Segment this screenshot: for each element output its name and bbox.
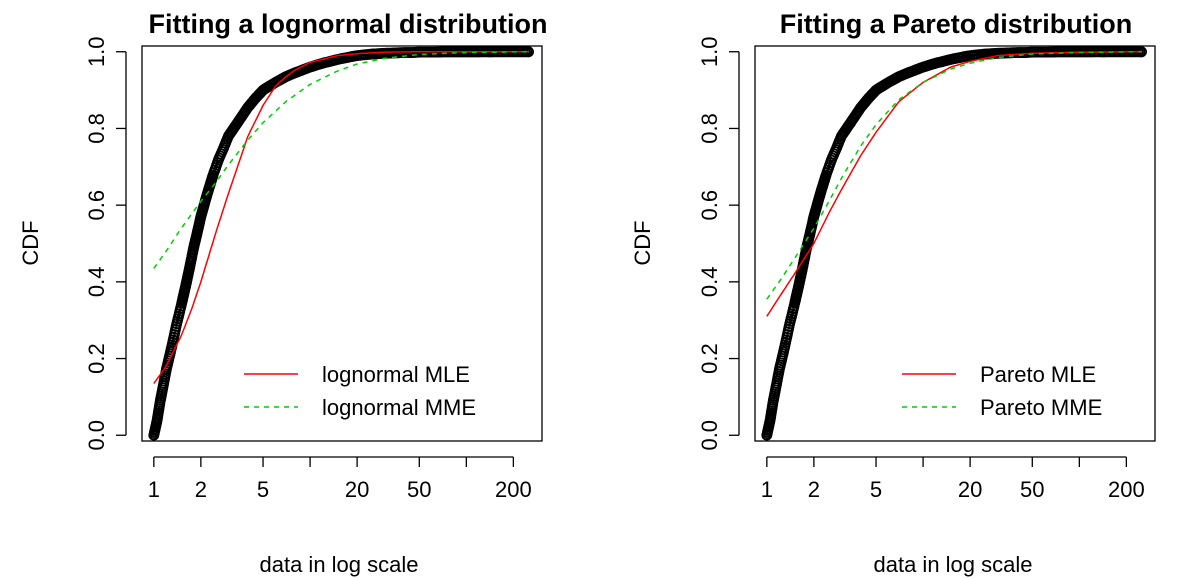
x-tick-label: 2 (195, 477, 207, 502)
x-tick-label: 200 (495, 477, 532, 502)
plot-frame (141, 45, 543, 442)
mme-curve (153, 51, 529, 269)
lognormal-panel: Fitting a lognormal distribution CDF dat… (18, 9, 547, 577)
y-tick-label: 0.4 (84, 267, 109, 298)
x-tick-label: 20 (345, 477, 369, 502)
x-tick-label: 20 (958, 477, 982, 502)
mle-curve (153, 51, 529, 384)
y-tick-label: 1.0 (697, 36, 722, 67)
legend-mme-label: lognormal MME (322, 395, 476, 420)
x-tick-label: 1 (148, 477, 160, 502)
legend: Pareto MLE Pareto MME (902, 362, 1102, 420)
x-tick-label: 1 (761, 477, 773, 502)
y-tick-label: 0.8 (697, 113, 722, 144)
data-layer (148, 46, 534, 441)
y-tick-label: 0.6 (697, 190, 722, 221)
y-tick-label: 0.0 (84, 420, 109, 451)
data-layer (761, 46, 1147, 441)
chart-title: Fitting a lognormal distribution (149, 9, 548, 39)
x-tick-label: 5 (870, 477, 882, 502)
x-axis-label: data in log scale (260, 552, 419, 577)
empirical-points (148, 46, 534, 441)
legend-mle-label: Pareto MLE (980, 362, 1096, 387)
chart-title: Fitting a Pareto distribution (780, 9, 1133, 39)
axis-ticks: 1 2 5 20 50 200 0.0 0.2 0.4 0.6 0.8 1.0 (84, 36, 532, 502)
axis-ticks: 1 2 5 20 50 200 0.0 0.2 0.4 0.6 0.8 1.0 (697, 36, 1145, 502)
legend-mle-label: lognormal MLE (322, 362, 470, 387)
y-axis-label: CDF (630, 220, 655, 265)
y-tick-label: 0.6 (84, 190, 109, 221)
x-tick-label: 2 (808, 477, 820, 502)
y-tick-label: 1.0 (84, 36, 109, 67)
legend-mme-label: Pareto MME (980, 395, 1102, 420)
mme-curve (766, 51, 1142, 300)
y-axis-label: CDF (18, 220, 43, 265)
x-tick-label: 200 (1108, 477, 1145, 502)
y-tick-label: 0.8 (84, 113, 109, 144)
x-tick-label: 5 (257, 477, 269, 502)
y-tick-label: 0.2 (84, 343, 109, 374)
y-tick-label: 0.4 (697, 267, 722, 298)
plot-frame (754, 45, 1156, 442)
x-tick-label: 50 (1020, 477, 1044, 502)
x-axis-label: data in log scale (874, 552, 1033, 577)
legend: lognormal MLE lognormal MME (244, 362, 476, 420)
y-tick-label: 0.0 (697, 420, 722, 451)
y-tick-label: 0.2 (697, 343, 722, 374)
pareto-panel: Fitting a Pareto distribution CDF data i… (630, 9, 1156, 577)
x-tick-label: 50 (407, 477, 431, 502)
